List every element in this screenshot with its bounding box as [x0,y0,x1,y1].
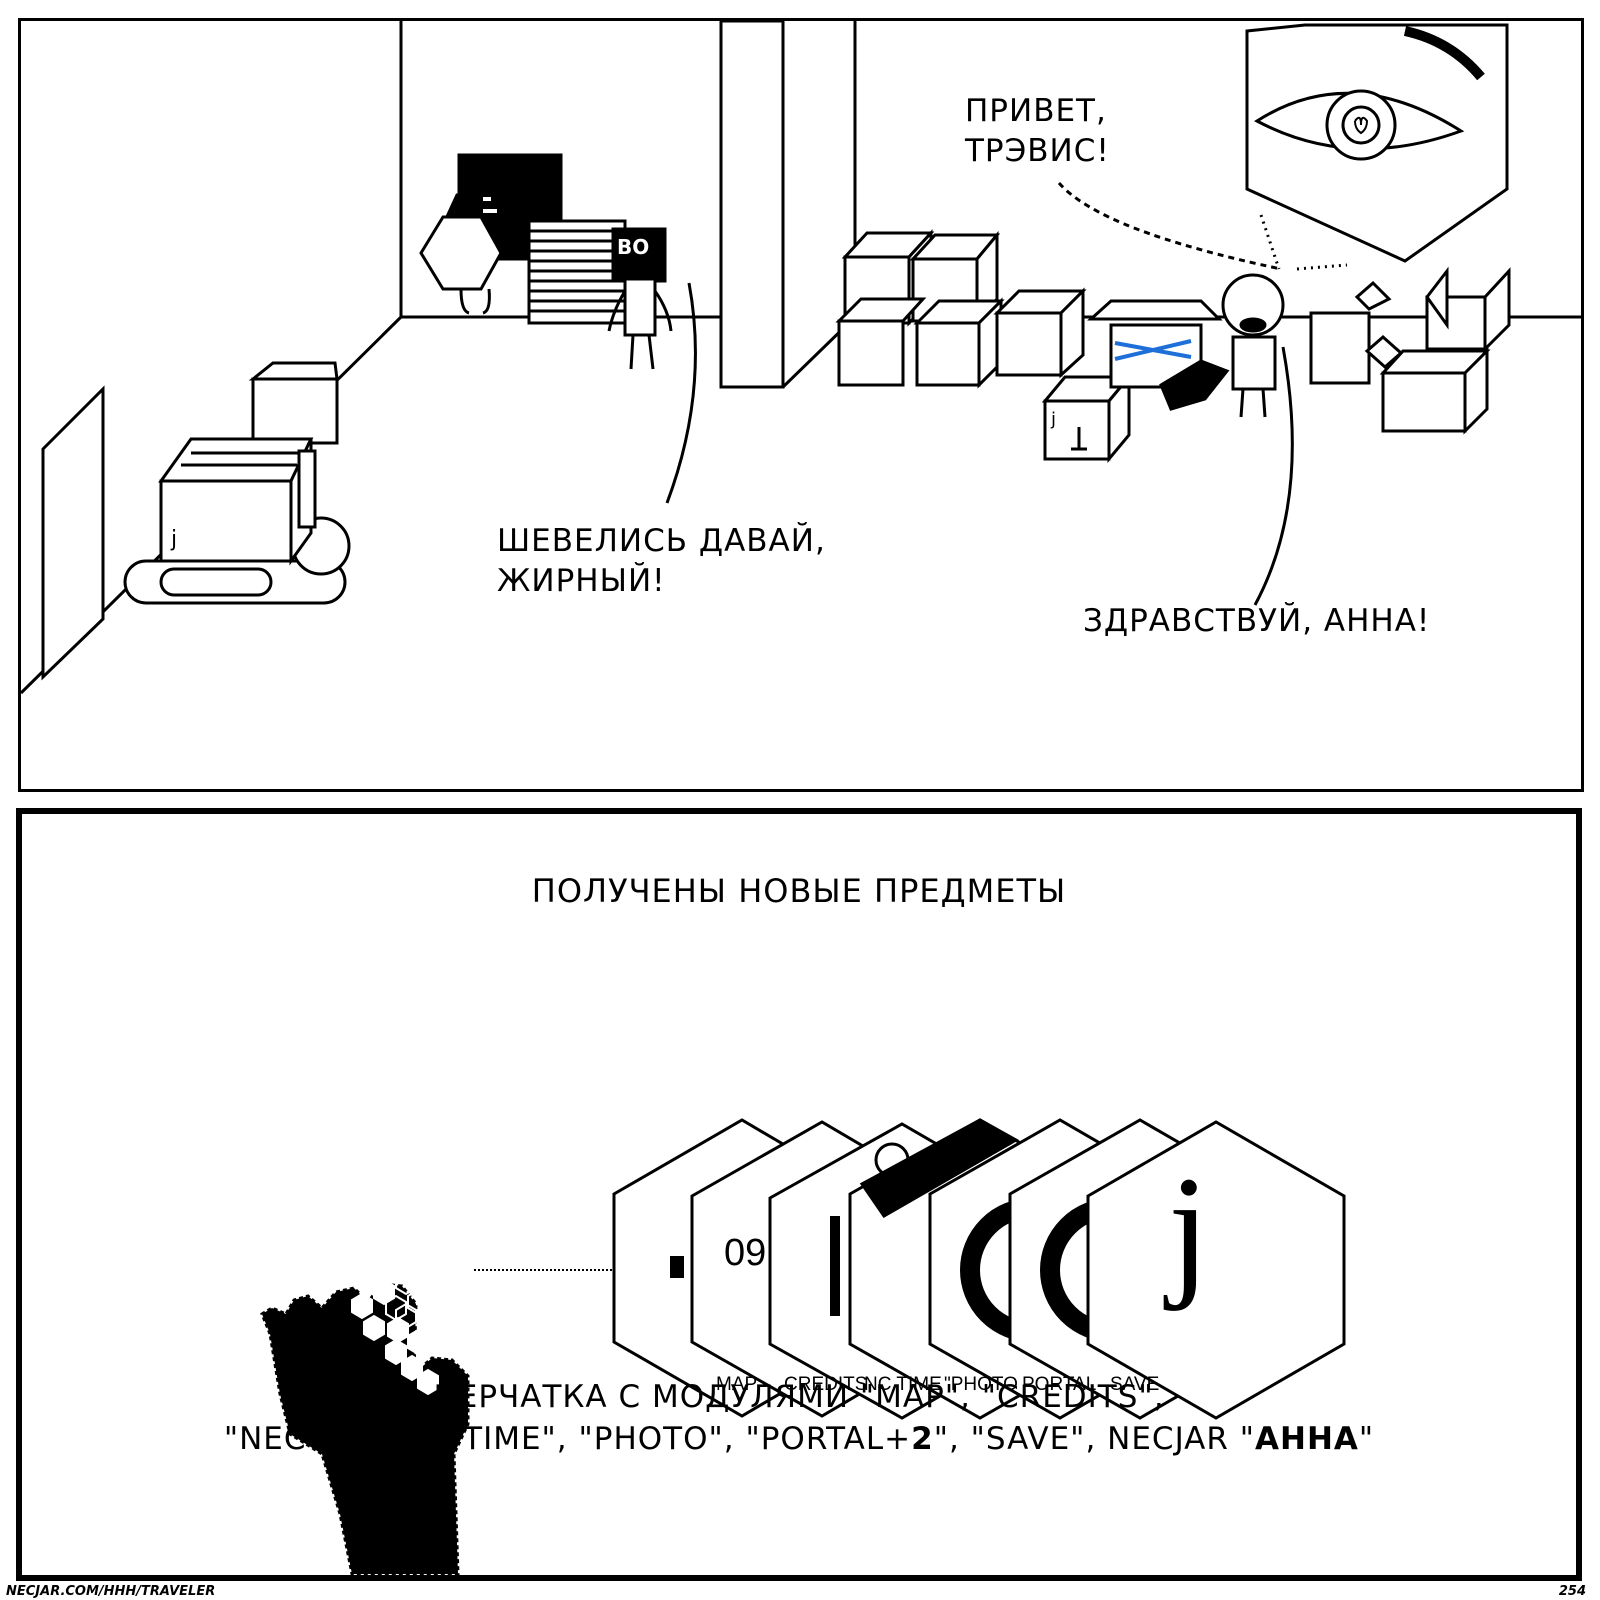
glove-and-modules [260,1118,1346,1575]
box-mark: j [1051,409,1057,430]
items-description: ПЕРЧАТКА С МОДУЛЯМИ "MAP", "CREDITS", "N… [22,1376,1576,1460]
anna-j-logo: j [1168,1146,1210,1312]
speech-travis: ЗДРАВСТВУЙ, АННА! [1083,603,1431,639]
paper-stack [527,219,627,325]
speech-anna-greeting: ПРИВЕТ, ТРЭВИС! [965,91,1110,171]
cardboard-boxes [835,229,1223,464]
module-anna [1086,1120,1346,1420]
open-boxes [1309,266,1511,435]
description-bold: 2 [911,1421,934,1457]
glove-icon [260,1236,470,1575]
description-line-2: "NECTAR CITY TIME", "PHOTO", "PORTAL+2",… [22,1418,1576,1460]
box-head-robot [607,227,673,370]
description-text: "NECTAR CITY TIME", "PHOTO", "PORTAL+ [223,1421,912,1457]
module-label-nc-time: NC TIME [864,1374,942,1395]
module-label-save: SAVE [1110,1374,1160,1395]
anna-eye-inset [1245,23,1509,263]
fat-character [419,153,563,315]
module-label-portal: PORTAL [1022,1374,1097,1395]
speech-line: ЖИРНЫЙ! [497,563,666,599]
items-heading: ПОЛУЧЕНЫ НОВЫЕ ПРЕДМЕТЫ [531,872,1067,910]
footer-url[interactable]: NECJAR.COM/HHH/TRAVELER [6,1584,216,1599]
module-partial-text: 09 [724,1232,767,1274]
description-text: " [1358,1421,1375,1457]
top-panel: ШЕВЕЛИСЬ ДАВАЙ, ЖИРНЫЙ! ПРИВЕТ, ТРЭВИС! … [18,18,1584,792]
travis-character [1159,273,1285,418]
bottom-panel: ПОЛУЧЕНЫ НОВЫЕ ПРЕДМЕТЫ [16,808,1582,1581]
module-label-map: MAP [716,1374,758,1395]
speech-line: ТРЭВИС! [965,133,1110,169]
description-text: ", "SAVE", NECJAR " [933,1421,1256,1457]
speech-line: ПРИВЕТ, [965,93,1107,129]
speech-line: ШЕВЕЛИСЬ ДАВАЙ, [497,523,826,559]
module-label-credits: CREDITS [784,1374,868,1395]
robot-face-text: BO [617,235,650,259]
speech-fatguy: ШЕВЕЛИСЬ ДАВАЙ, ЖИРНЫЙ! [497,521,826,601]
page-number: 254 [1558,1584,1586,1599]
box-robot [123,361,351,605]
description-line-1: ПЕРЧАТКА С МОДУЛЯМИ "MAP", "CREDITS", [433,1379,1165,1415]
box-mark: j [171,527,178,552]
module-label-photo: "PHOTO [944,1374,1018,1395]
description-bold: АННА [1255,1421,1359,1457]
warehouse-scene [21,21,1581,695]
